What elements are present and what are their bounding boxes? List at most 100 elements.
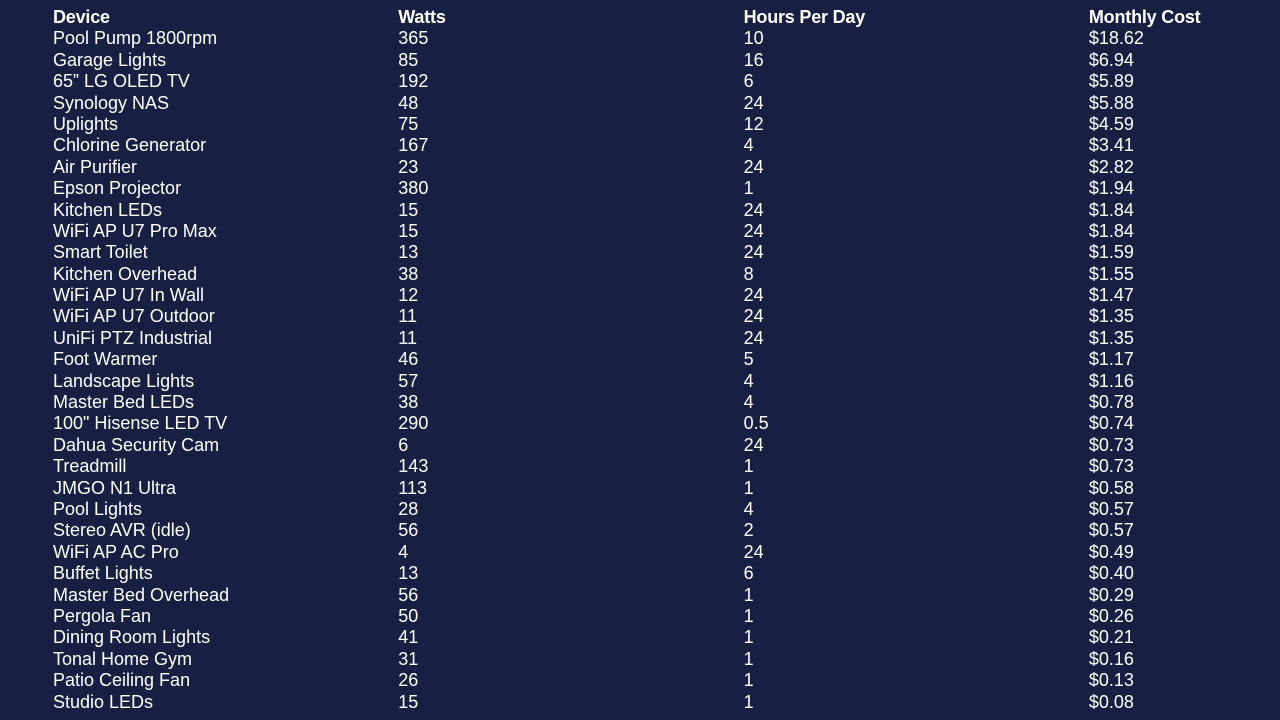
cell-monthly-cost: $5.89: [1088, 71, 1134, 92]
cell-device: JMGO N1 Ultra: [53, 477, 177, 498]
cell-monthly-cost: $0.26: [1088, 605, 1134, 626]
table-row: Treadmill 143 1 $0.73: [53, 456, 1280, 477]
header-device: Device: [53, 7, 110, 27]
cell-monthly-cost: $0.74: [1088, 413, 1134, 434]
cell-watts: 6: [398, 434, 409, 455]
cell-hours-per-day: 1: [743, 627, 754, 648]
table-row: WiFi AP U7 In Wall 12 24 $1.47: [53, 285, 1280, 306]
cell-watts: 38: [398, 392, 419, 413]
table-row: Garage Lights 85 16 $6.94: [53, 50, 1280, 71]
cell-device: WiFi AP U7 In Wall: [53, 285, 205, 306]
cell-monthly-cost: $0.13: [1088, 670, 1134, 691]
cell-device: Landscape Lights: [53, 370, 195, 391]
cell-device: Stereo AVR (idle): [53, 520, 191, 541]
table-row: UniFi PTZ Industrial 11 24 $1.35: [53, 328, 1280, 349]
cell-hours-per-day: 24: [743, 156, 764, 177]
cell-device: Dining Room Lights: [53, 627, 211, 648]
table-row: JMGO N1 Ultra 113 1 $0.58: [53, 478, 1280, 499]
cell-hours-per-day: 24: [743, 434, 764, 455]
cell-device: Epson Projector: [53, 178, 182, 199]
cell-watts: 290: [398, 413, 429, 434]
table-row: 65” LG OLED TV 192 6 $5.89: [53, 71, 1280, 92]
table-body: Pool Pump 1800rpm 365 10 $18.62 Garage Light…: [53, 28, 1280, 713]
cell-device: Pool Lights: [53, 498, 143, 519]
cell-device: Studio LEDs: [53, 691, 154, 712]
cell-monthly-cost: $0.57: [1088, 498, 1134, 519]
cell-monthly-cost: $0.57: [1088, 520, 1134, 541]
table-row: Buffet Lights 13 6 $0.40: [53, 563, 1280, 584]
cell-hours-per-day: 5: [743, 349, 754, 370]
table-row: Kitchen Overhead 38 8 $1.55: [53, 264, 1280, 285]
table-row: Foot Warmer 46 5 $1.17: [53, 349, 1280, 370]
cell-device: Patio Ceiling Fan: [53, 670, 191, 691]
cell-device: WiFi AP U7 Pro Max: [53, 220, 217, 241]
cell-hours-per-day: 12: [743, 113, 764, 134]
cell-monthly-cost: $1.35: [1088, 327, 1134, 348]
table-row: Pergola Fan 50 1 $0.26: [53, 606, 1280, 627]
cell-watts: 380: [398, 178, 429, 199]
table-row: Air Purifier 23 24 $2.82: [53, 157, 1280, 178]
cell-monthly-cost: $0.78: [1088, 392, 1134, 413]
table-row: Uplights 75 12 $4.59: [53, 114, 1280, 135]
cell-monthly-cost: $0.40: [1088, 563, 1134, 584]
cell-watts: 192: [398, 71, 429, 92]
cell-hours-per-day: 4: [743, 498, 754, 519]
table-row: Smart Toilet 13 24 $1.59: [53, 242, 1280, 263]
cell-hours-per-day: 16: [743, 49, 764, 70]
table-row: Chlorine Generator 167 4 $3.41: [53, 135, 1280, 156]
cell-hours-per-day: 24: [743, 327, 764, 348]
cell-watts: 26: [398, 670, 419, 691]
cell-watts: 365: [398, 28, 429, 49]
table-row: Tonal Home Gym 31 1 $0.16: [53, 649, 1280, 670]
cell-hours-per-day: 6: [743, 563, 754, 584]
cell-device: Tonal Home Gym: [53, 648, 193, 669]
cell-watts: 85: [398, 49, 419, 70]
cell-hours-per-day: 4: [743, 392, 754, 413]
cell-device: Pergola Fan: [53, 605, 152, 626]
cell-hours-per-day: 24: [743, 92, 764, 113]
table-row: 100" Hisense LED TV 290 0.5 $0.74: [53, 413, 1280, 434]
cell-watts: 4: [398, 541, 409, 562]
device-power-table: Device Watts Hours Per Day Monthly Cost …: [53, 7, 1280, 713]
cell-device: Garage Lights: [53, 49, 167, 70]
table-row: WiFi AP U7 Outdoor 11 24 $1.35: [53, 306, 1280, 327]
cell-watts: 13: [398, 242, 419, 263]
table-row: Patio Ceiling Fan 26 1 $0.13: [53, 670, 1280, 691]
cell-watts: 28: [398, 498, 419, 519]
cell-watts: 15: [398, 220, 419, 241]
cell-monthly-cost: $0.49: [1088, 541, 1134, 562]
cell-hours-per-day: 24: [743, 242, 764, 263]
cell-monthly-cost: $1.84: [1088, 220, 1134, 241]
cell-monthly-cost: $1.16: [1088, 370, 1134, 391]
cell-hours-per-day: 1: [743, 670, 754, 691]
cell-device: Foot Warmer: [53, 349, 158, 370]
cell-watts: 75: [398, 113, 419, 134]
cell-watts: 11: [398, 327, 417, 348]
table-row: Pool Pump 1800rpm 365 10 $18.62: [53, 28, 1280, 49]
cell-monthly-cost: $1.84: [1088, 199, 1134, 220]
cell-monthly-cost: $1.94: [1088, 178, 1134, 199]
cell-monthly-cost: $0.29: [1088, 584, 1134, 605]
cell-watts: 113: [398, 477, 427, 498]
cell-device: Treadmill: [53, 456, 127, 477]
cell-device: 100" Hisense LED TV: [53, 413, 228, 434]
cell-device: Kitchen Overhead: [53, 263, 198, 284]
cell-hours-per-day: 24: [743, 199, 764, 220]
cell-monthly-cost: $6.94: [1088, 49, 1134, 70]
cell-hours-per-day: 24: [743, 285, 764, 306]
table-row: Landscape Lights 57 4 $1.16: [53, 371, 1280, 392]
table-row: Pool Lights 28 4 $0.57: [53, 499, 1280, 520]
table-header: Device Watts Hours Per Day Monthly Cost: [53, 7, 1280, 28]
cell-monthly-cost: $3.41: [1088, 135, 1134, 156]
cell-watts: 12: [398, 285, 419, 306]
cell-device: Master Bed LEDs: [53, 392, 195, 413]
cell-device: Synology NAS: [53, 92, 170, 113]
cell-watts: 13: [398, 563, 419, 584]
cell-monthly-cost: $1.55: [1088, 263, 1134, 284]
cell-watts: 48: [398, 92, 419, 113]
cell-device: WiFi AP AC Pro: [53, 541, 179, 562]
cell-watts: 15: [398, 691, 419, 712]
cell-device: Dahua Security Cam: [53, 434, 220, 455]
table-row: WiFi AP U7 Pro Max 15 24 $1.84: [53, 221, 1280, 242]
cell-monthly-cost: $0.73: [1088, 456, 1134, 477]
